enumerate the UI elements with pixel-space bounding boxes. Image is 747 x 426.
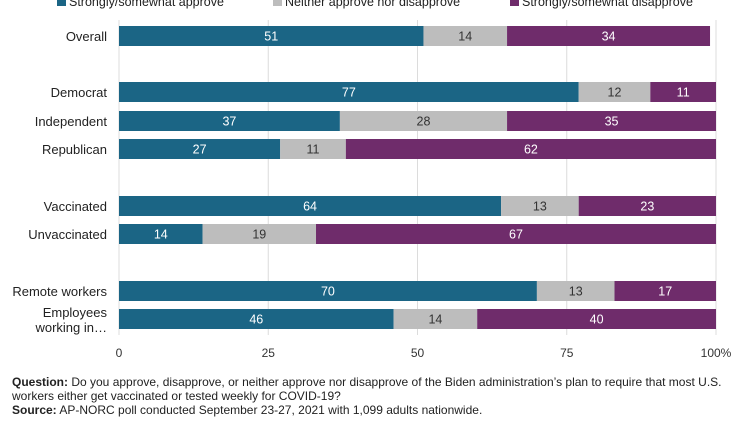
legend-label: Strongly/somewhat approve [69,0,224,9]
category-label: Overall [66,29,107,44]
bar-segment [507,26,711,46]
bar-value-label: 51 [264,30,278,44]
source-text: AP-NORC poll conducted September 23-27, … [56,403,483,417]
bar-segment [501,196,579,216]
category-label: Remote workers [12,284,107,299]
x-tick-label: 75 [560,346,574,360]
bar-value-label: 27 [193,143,207,157]
bar-value-label: 64 [303,200,317,214]
x-tick-label: 50 [411,346,425,360]
legend-swatch [273,0,282,6]
bar-value-label: 62 [524,143,538,157]
legend-swatch [57,0,66,6]
legend-label: Neither approve nor disapprove [285,0,460,9]
legend: Strongly/somewhat approve Neither approve… [57,0,693,9]
bar-value-label: 11 [677,86,690,100]
bar-value-label: 34 [602,30,616,44]
x-tick-label: 25 [262,346,276,360]
bar-segment [119,196,502,216]
category-labels: Overall Democrat Independent Republican Vacc… [12,29,107,335]
bar-segment [119,82,579,102]
bar-segment [119,309,394,329]
bar-value-label: 11 [307,143,320,157]
category-label: Independent [35,114,108,129]
source-label: Source: [12,403,57,417]
bar-value-label: 37 [222,115,236,129]
question-label: Question: [12,375,68,389]
bar-segment [202,224,317,244]
bar-value-label: 14 [458,30,472,44]
bar-segment [339,111,508,131]
stacked-bar-chart: Strongly/somewhat approve Neither approve… [12,0,732,360]
bar-value-label: 77 [342,86,356,100]
bar-value-label: 40 [590,313,604,327]
bar-value-label: 13 [569,285,583,299]
x-tick-label: 100% [701,346,732,360]
category-label: Unvaccinated [28,227,107,242]
bar-segment [578,82,651,102]
category-label: Democrat [51,85,108,100]
bar-value-label: 35 [605,115,619,129]
category-label: Republican [42,142,107,157]
bar-segment [119,224,203,244]
bar-segment [536,281,615,301]
category-label: Employees working in… [34,305,107,335]
legend-swatch [510,0,519,6]
bar-segment [345,139,716,159]
bar-value-label: 14 [428,313,442,327]
bar-value-label: 67 [509,228,523,242]
bar-segment [507,111,716,131]
source-note: Source: AP-NORC poll conducted September… [12,403,737,417]
bars: 51 14 34 77 12 11 37 28 35 27 11 62 64 13 23 14 19 67 70 13… [119,26,716,329]
bar-segment [477,309,716,329]
bar-segment [393,309,478,329]
bar-segment [316,224,716,244]
bar-value-label: 12 [608,86,622,100]
bar-segment [578,196,716,216]
bar-value-label: 70 [321,285,335,299]
bar-value-label: 28 [417,115,431,129]
bar-segment [119,26,424,46]
bar-value-label: 14 [154,228,168,242]
category-label: Vaccinated [44,199,107,214]
x-tick-label: 0 [116,346,123,360]
bar-segment [423,26,508,46]
x-axis-ticks: 0 25 50 75 100% [116,346,732,360]
question-note: Question: Do you approve, disapprove, or… [12,375,737,403]
bar-segment [280,139,346,159]
bar-value-label: 46 [249,313,263,327]
bar-segment [119,139,281,159]
legend-label: Strongly/somewhat disapprove [522,0,693,9]
bar-value-label: 19 [252,228,266,242]
question-text: Do you approve, disapprove, or neither a… [12,375,722,403]
bar-value-label: 17 [658,285,672,299]
bar-segment [119,281,537,301]
bar-value-label: 23 [640,200,654,214]
bar-segment [650,82,716,102]
bar-segment [119,111,340,131]
chart-footnote: Question: Do you approve, disapprove, or… [12,375,737,417]
bar-segment [614,281,716,301]
bar-value-label: 13 [533,200,547,214]
